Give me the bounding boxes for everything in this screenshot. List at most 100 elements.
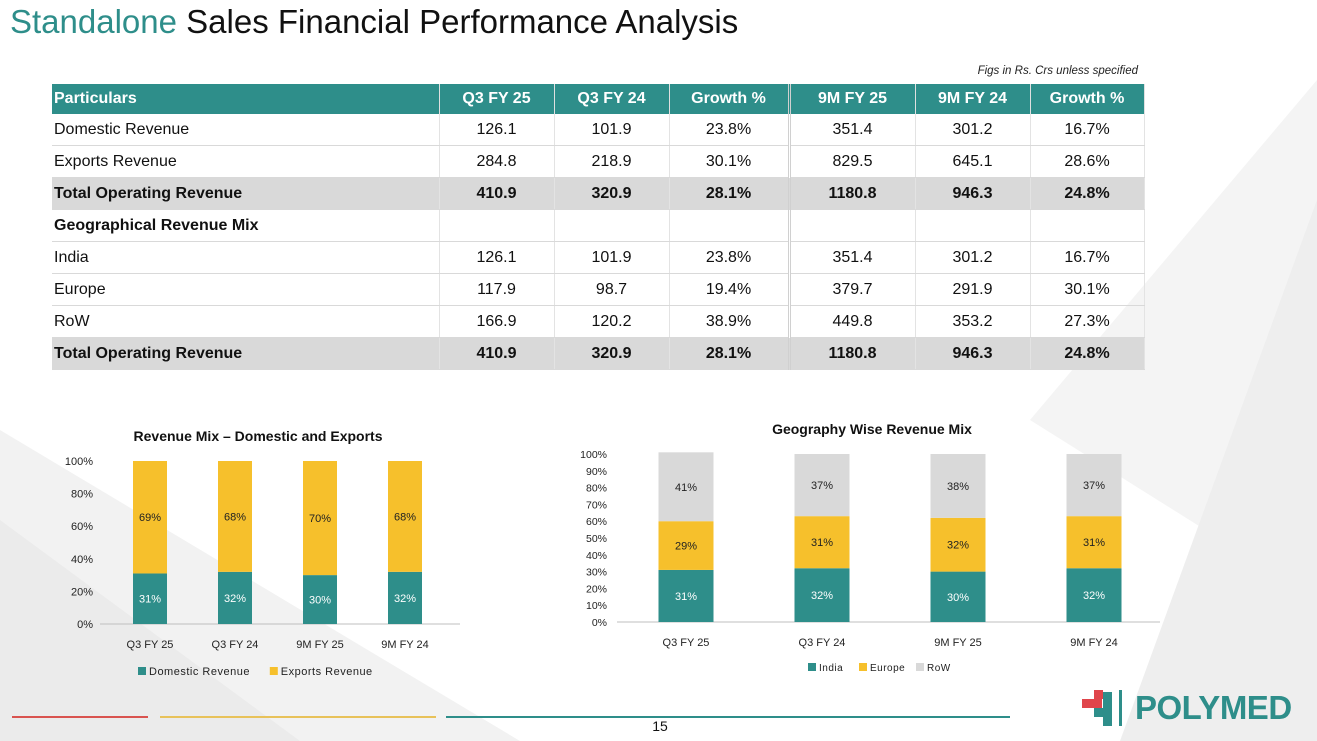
table-cell: 1180.8 [787, 177, 916, 210]
x-tick-label: 9M FY 24 [381, 639, 429, 651]
data-label: 32% [1083, 590, 1105, 602]
legend-swatch [916, 663, 924, 671]
table-cell: 829.5 [787, 145, 916, 178]
row-label: Geographical Revenue Mix [52, 209, 440, 242]
table-row: Europe 117.9 98.7 19.4% 379.7 291.9 30.1% [52, 273, 1145, 306]
bar-segment [388, 461, 422, 572]
table-cell: 23.8% [669, 241, 790, 274]
data-label: 32% [947, 540, 969, 552]
table-cell: 291.9 [915, 273, 1031, 306]
chart-title: Revenue Mix – Domestic and Exports [134, 428, 383, 444]
legend-label: Europe [870, 663, 905, 674]
table-header-cell: Q3 FY 25 [439, 84, 555, 114]
row-label: Europe [52, 273, 440, 306]
x-tick-label: Q3 FY 25 [663, 637, 710, 649]
y-tick-label: 80% [586, 483, 607, 495]
y-tick-label: 60% [71, 521, 93, 533]
table-cell: 23.8% [669, 114, 790, 146]
y-tick-label: 80% [71, 489, 93, 501]
x-tick-label: 9M FY 25 [934, 637, 982, 649]
table-cell: 24.8% [1030, 177, 1145, 210]
table-row: Total Operating Revenue 410.9 320.9 28.1% 11… [52, 337, 1145, 370]
figures-note: Figs in Rs. Crs unless specified [977, 65, 1138, 77]
footer-line-red [12, 716, 148, 718]
table-row: Exports Revenue 284.8 218.9 30.1% 829.5 645.1… [52, 145, 1145, 178]
table-cell: 1180.8 [787, 337, 916, 370]
bar-segment [658, 521, 714, 570]
bar-segment [658, 452, 714, 522]
y-tick-label: 40% [71, 554, 93, 566]
table-cell: 19.4% [669, 273, 790, 306]
legend-swatch [269, 667, 278, 675]
legend-swatch [808, 663, 816, 671]
table-cell: 166.9 [439, 305, 555, 338]
footer-line-yellow [160, 716, 436, 718]
table-cell: 946.3 [915, 337, 1031, 370]
bar-segment [930, 571, 986, 622]
y-tick-label: 20% [71, 586, 93, 598]
logo-word: POLYMED [1135, 689, 1292, 726]
footer-line-teal [446, 716, 1010, 718]
table-cell: 351.4 [787, 241, 916, 274]
y-tick-label: 40% [586, 550, 607, 562]
table-cell [915, 209, 1031, 242]
y-tick-label: 0% [592, 617, 607, 629]
table-cell: 645.1 [915, 145, 1031, 178]
table-cell: 30.1% [669, 145, 790, 178]
title-rest: Sales Financial Performance Analysis [176, 3, 739, 40]
table-header-cell: Particulars [52, 84, 440, 114]
table-cell: 28.6% [1030, 145, 1145, 178]
x-tick-label: Q3 FY 24 [212, 639, 259, 651]
data-label: 32% [224, 593, 246, 605]
y-tick-label: 50% [586, 533, 607, 545]
bar-segment [218, 461, 252, 572]
bar-segment [794, 568, 850, 622]
data-label: 29% [675, 541, 697, 553]
table-cell: 30.1% [1030, 273, 1145, 306]
table-cell: 28.1% [669, 177, 790, 210]
data-label: 32% [811, 590, 833, 602]
row-label: RoW [52, 305, 440, 338]
page-title: Standalone Sales Financial Performance A… [10, 0, 738, 44]
table-cell: 27.3% [1030, 305, 1145, 338]
table-cell: 98.7 [554, 273, 670, 306]
data-label: 68% [394, 511, 416, 523]
bar-segment [303, 575, 337, 624]
bar-segment [658, 569, 714, 622]
table-cell: 351.4 [787, 114, 916, 146]
table-header-cell: 9M FY 24 [915, 84, 1031, 114]
y-tick-label: 100% [580, 449, 607, 461]
data-label: 38% [947, 481, 969, 493]
page-number: 15 [652, 718, 668, 734]
bar-segment [1066, 516, 1122, 569]
bar-segment [1066, 568, 1122, 622]
table-cell: 320.9 [554, 337, 670, 370]
table-header-cell: Growth % [669, 84, 790, 114]
y-tick-label: 70% [586, 499, 607, 511]
table-row: Domestic Revenue 126.1 101.9 23.8% 351.4 301.… [52, 114, 1145, 146]
y-tick-label: 90% [586, 466, 607, 478]
table-cell: 24.8% [1030, 337, 1145, 370]
table-header-cell: 9M FY 25 [787, 84, 916, 114]
table-cell: 410.9 [439, 177, 555, 210]
table-cell: 218.9 [554, 145, 670, 178]
table-cell: 301.2 [915, 114, 1031, 146]
table-cell: 449.8 [787, 305, 916, 338]
bar-segment [388, 571, 422, 624]
x-tick-label: 9M FY 24 [1070, 637, 1118, 649]
table-header-cell: Q3 FY 24 [554, 84, 670, 114]
table-cell [439, 209, 555, 242]
row-label: Domestic Revenue [52, 114, 440, 146]
table-cell [669, 209, 790, 242]
legend-label: Exports Revenue [281, 666, 373, 678]
bar-segment [1066, 454, 1122, 517]
table-header-cell: Growth % [1030, 84, 1145, 114]
table-cell: 410.9 [439, 337, 555, 370]
table-cell: 101.9 [554, 241, 670, 274]
table-cell: 16.7% [1030, 241, 1145, 274]
legend-swatch [138, 667, 146, 675]
bar-segment [794, 454, 850, 517]
table-cell: 946.3 [915, 177, 1031, 210]
table-cell: 117.9 [439, 273, 555, 306]
table-cell: 301.2 [915, 241, 1031, 274]
